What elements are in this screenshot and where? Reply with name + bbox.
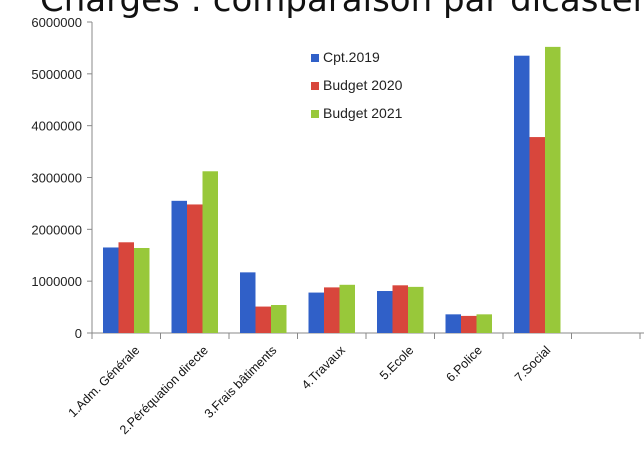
y-tick-label: 0 xyxy=(75,326,82,341)
bar xyxy=(255,306,271,333)
y-tick-label: 2000000 xyxy=(31,222,82,237)
x-category-label: 4.Travaux xyxy=(299,343,348,392)
bar xyxy=(134,247,150,333)
bar xyxy=(392,285,408,333)
bar xyxy=(545,46,561,333)
x-category-label: 1.Adm. Générale xyxy=(66,343,143,420)
legend-swatch xyxy=(311,54,319,62)
bar xyxy=(103,247,119,333)
bar xyxy=(514,55,530,334)
bar xyxy=(408,286,424,333)
legend-swatch xyxy=(311,82,319,90)
bar xyxy=(339,284,355,333)
x-category-label: 3.Frais bâtiments xyxy=(202,343,280,421)
legend-label: Cpt.2019 xyxy=(323,49,380,65)
bar xyxy=(240,272,256,333)
bar xyxy=(308,292,324,333)
chart-title: Charges : comparaison par dicastère xyxy=(40,0,644,20)
bar xyxy=(377,291,393,333)
y-tick-label: 6000000 xyxy=(31,15,82,30)
legend-swatch xyxy=(311,110,319,118)
bar xyxy=(461,315,477,333)
x-category-label: 7.Social xyxy=(512,343,553,384)
bar xyxy=(529,137,545,333)
bar xyxy=(324,287,340,333)
x-category-label: 6.Police xyxy=(444,343,485,384)
bar xyxy=(202,171,218,333)
bar xyxy=(118,242,134,333)
legend-label: Budget 2020 xyxy=(323,77,403,93)
y-tick-label: 5000000 xyxy=(31,67,82,82)
bar xyxy=(171,200,187,333)
y-tick-label: 4000000 xyxy=(31,119,82,134)
y-tick-label: 3000000 xyxy=(31,171,82,186)
x-category-label: 5.Ecole xyxy=(377,343,416,382)
bar xyxy=(445,314,461,333)
bar xyxy=(476,314,492,333)
legend-label: Budget 2021 xyxy=(323,105,403,121)
y-tick-label: 1000000 xyxy=(31,274,82,289)
bar xyxy=(271,305,287,333)
bar xyxy=(187,204,203,333)
